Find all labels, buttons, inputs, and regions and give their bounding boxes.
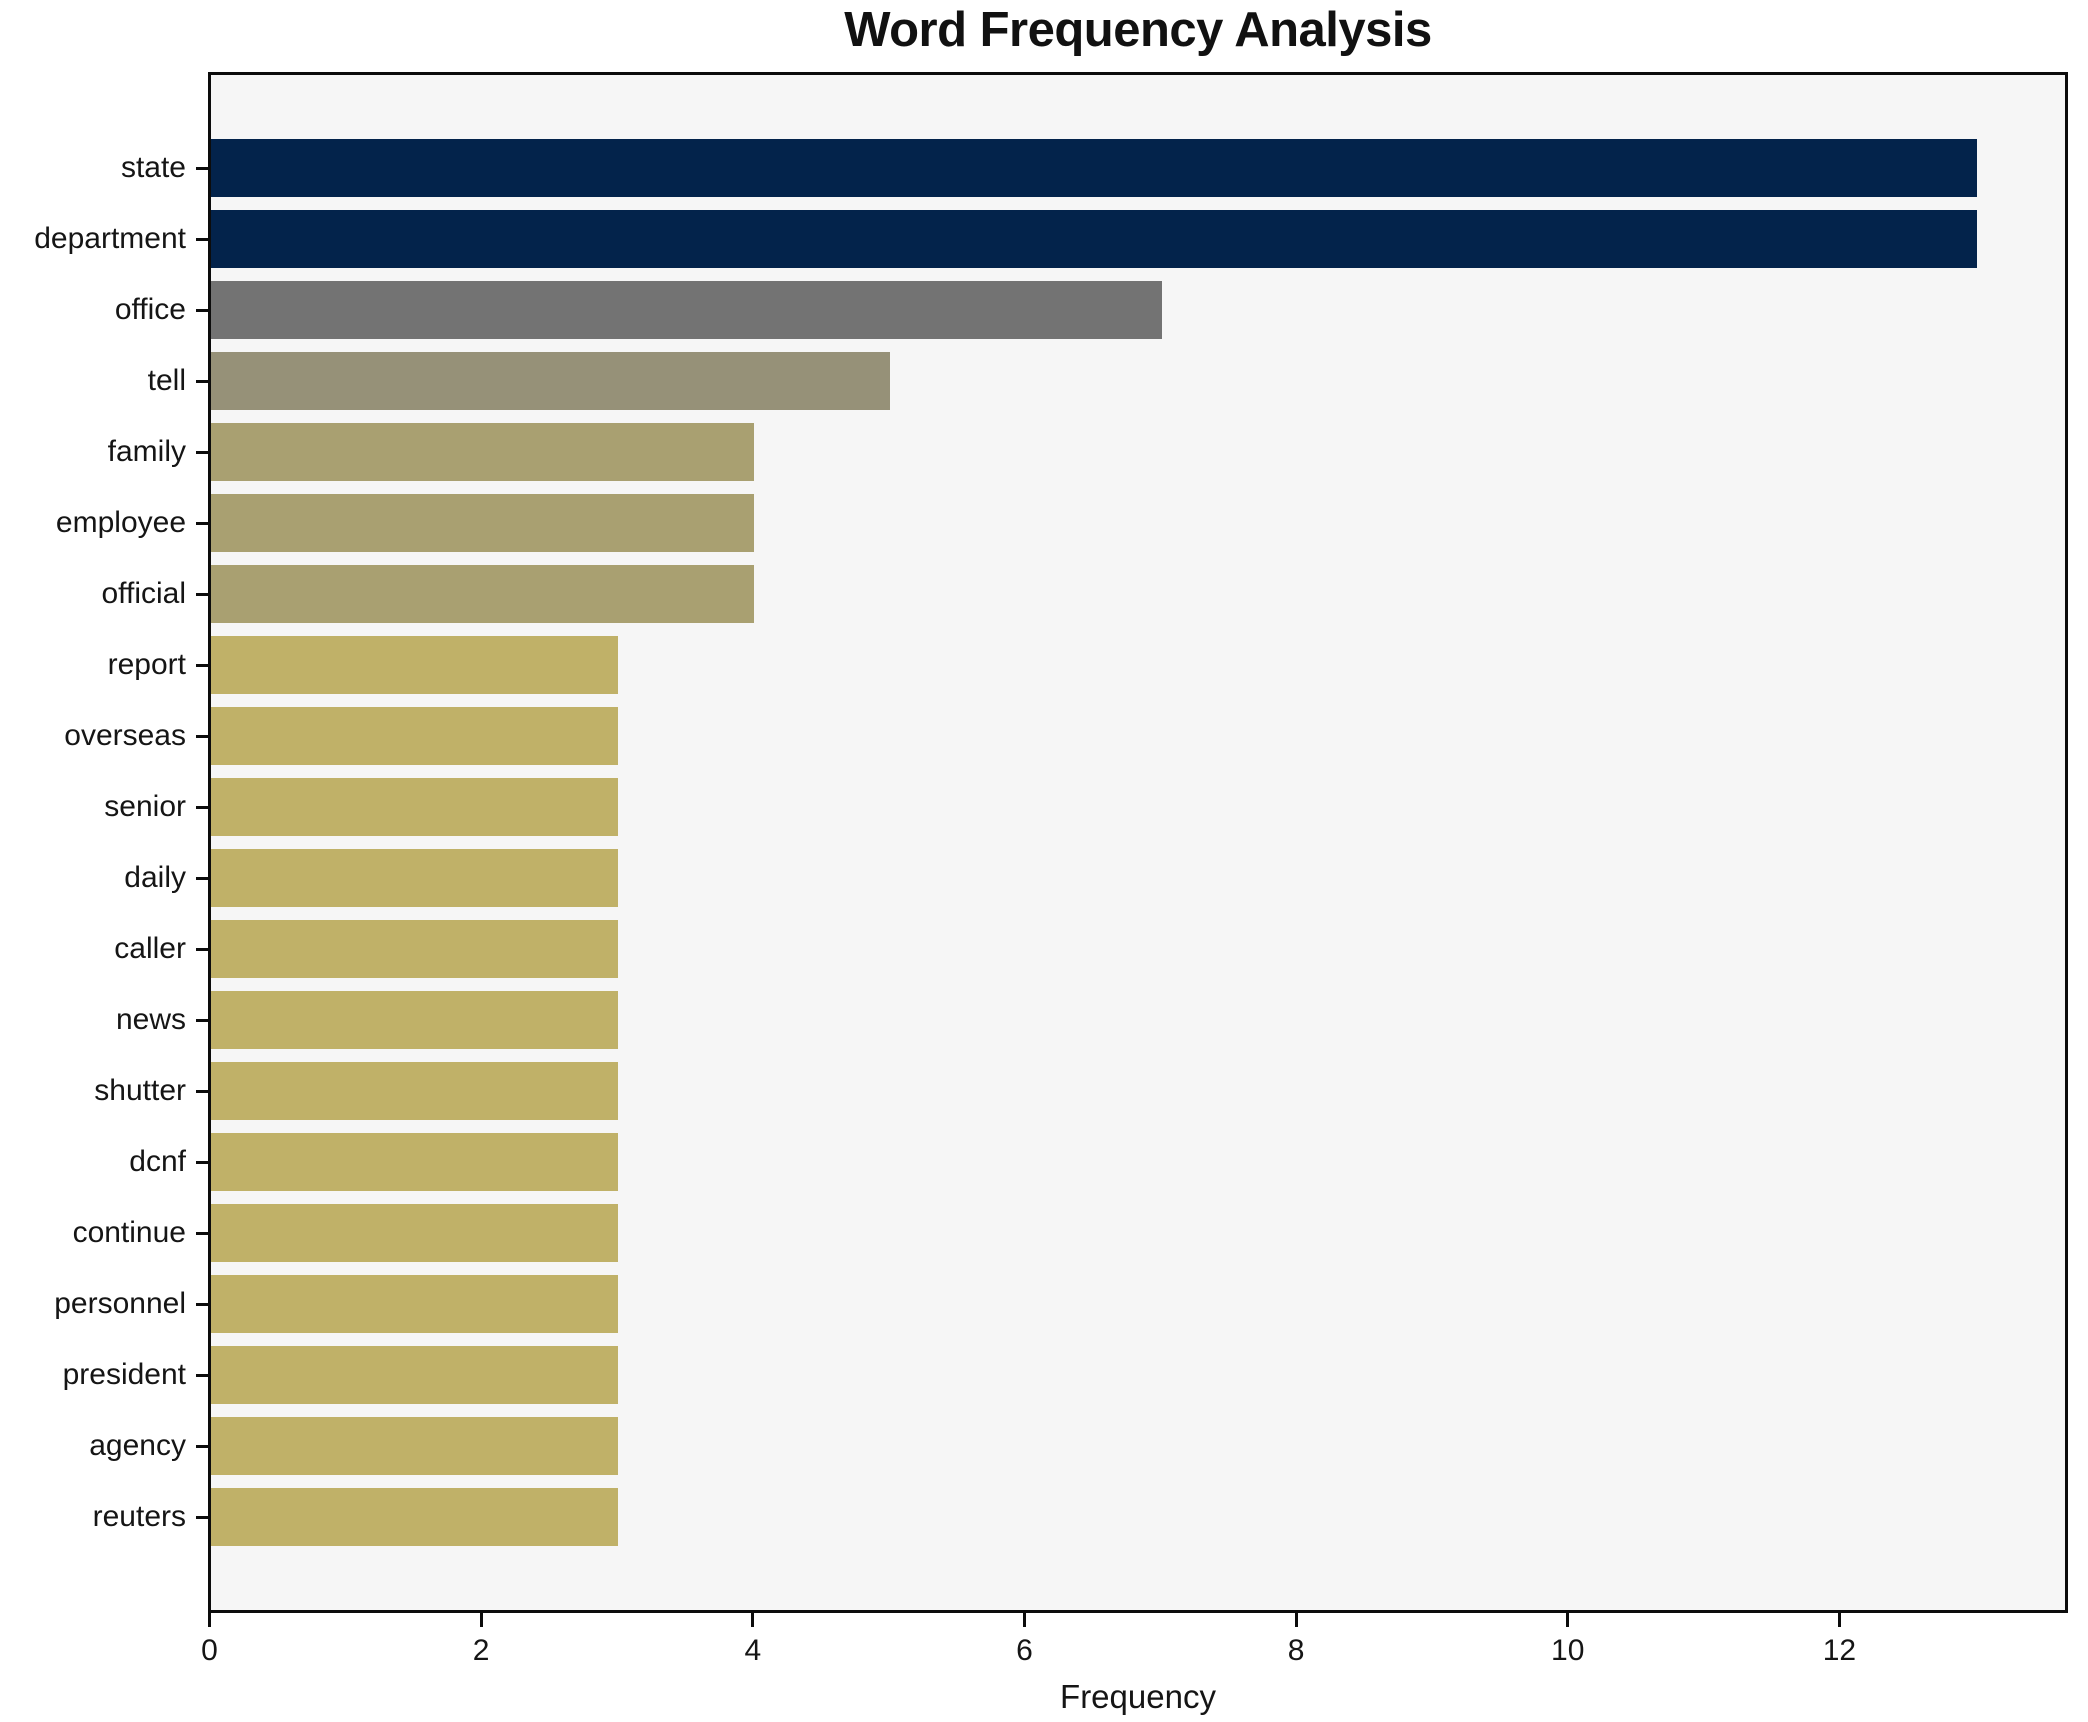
- bar: [211, 423, 755, 481]
- y-tick-mark: [196, 1160, 208, 1164]
- x-tick-label: 6: [1016, 1634, 1033, 1667]
- bar: [211, 1204, 619, 1262]
- bar: [211, 210, 1977, 268]
- y-tick-mark: [196, 663, 208, 667]
- bar: [211, 1275, 619, 1333]
- bar: [211, 352, 891, 410]
- chart-title: Word Frequency Analysis: [844, 3, 1432, 57]
- x-tick-label: 0: [201, 1634, 218, 1667]
- x-tick-mark: [751, 1613, 755, 1627]
- y-tick-mark: [196, 1515, 208, 1519]
- y-tick-label: reuters: [92, 1500, 186, 1533]
- y-tick-mark: [196, 805, 208, 809]
- bar: [211, 991, 619, 1049]
- bar: [211, 565, 755, 623]
- y-tick-label: family: [107, 435, 186, 468]
- y-tick-mark: [196, 308, 208, 312]
- y-tick-label: employee: [55, 506, 186, 539]
- x-tick-mark: [1294, 1613, 1298, 1627]
- x-tick-mark: [1837, 1613, 1841, 1627]
- y-tick-mark: [196, 1231, 208, 1235]
- y-tick-label: shutter: [94, 1074, 186, 1107]
- y-tick-mark: [196, 734, 208, 738]
- y-tick-label: president: [62, 1358, 186, 1391]
- bar: [211, 139, 1977, 197]
- y-tick-mark: [196, 1444, 208, 1448]
- bar: [211, 778, 619, 836]
- bar: [211, 494, 755, 552]
- x-tick-mark: [479, 1613, 483, 1627]
- y-tick-mark: [196, 1089, 208, 1093]
- y-tick-label: personnel: [54, 1287, 186, 1320]
- bar: [211, 1346, 619, 1404]
- y-tick-label: state: [120, 151, 186, 184]
- y-tick-mark: [196, 521, 208, 525]
- bar: [211, 1417, 619, 1475]
- bar: [211, 920, 619, 978]
- y-tick-mark: [196, 1302, 208, 1306]
- y-tick-mark: [196, 1018, 208, 1022]
- y-tick-mark: [196, 237, 208, 241]
- bar: [211, 1062, 619, 1120]
- bar: [211, 707, 619, 765]
- x-tick-label: 8: [1287, 1634, 1305, 1667]
- y-tick-mark: [196, 876, 208, 880]
- x-axis-title: Frequency: [1060, 1678, 1216, 1715]
- y-tick-label: agency: [89, 1429, 186, 1462]
- x-tick-label: 12: [1822, 1634, 1857, 1667]
- bar: [211, 281, 1162, 339]
- y-tick-label: tell: [147, 364, 186, 397]
- y-tick-label: caller: [114, 932, 186, 965]
- y-tick-label: continue: [72, 1216, 186, 1249]
- y-tick-label: overseas: [64, 719, 186, 752]
- plot-area: [208, 72, 2068, 1613]
- bar: [211, 1133, 619, 1191]
- x-tick-label: 2: [472, 1634, 490, 1667]
- y-tick-label: official: [101, 577, 187, 610]
- bar: [211, 636, 619, 694]
- x-tick-label: 10: [1551, 1634, 1585, 1667]
- y-tick-label: department: [34, 222, 186, 255]
- y-tick-label: office: [114, 293, 186, 326]
- x-tick-label: 4: [744, 1634, 762, 1667]
- y-tick-label: news: [115, 1003, 186, 1036]
- y-tick-mark: [196, 379, 208, 383]
- y-tick-mark: [196, 166, 208, 170]
- x-tick-mark: [208, 1613, 211, 1627]
- y-tick-label: daily: [124, 861, 186, 894]
- y-tick-label: dcnf: [129, 1145, 186, 1178]
- y-tick-label: senior: [104, 790, 186, 823]
- bar: [211, 849, 619, 907]
- y-tick-mark: [196, 947, 208, 951]
- x-tick-mark: [1022, 1613, 1026, 1627]
- y-tick-mark: [196, 1373, 208, 1377]
- bar: [211, 1488, 619, 1546]
- y-tick-mark: [196, 450, 208, 454]
- y-tick-mark: [196, 592, 208, 596]
- x-tick-mark: [1566, 1613, 1570, 1627]
- y-tick-label: report: [107, 648, 186, 681]
